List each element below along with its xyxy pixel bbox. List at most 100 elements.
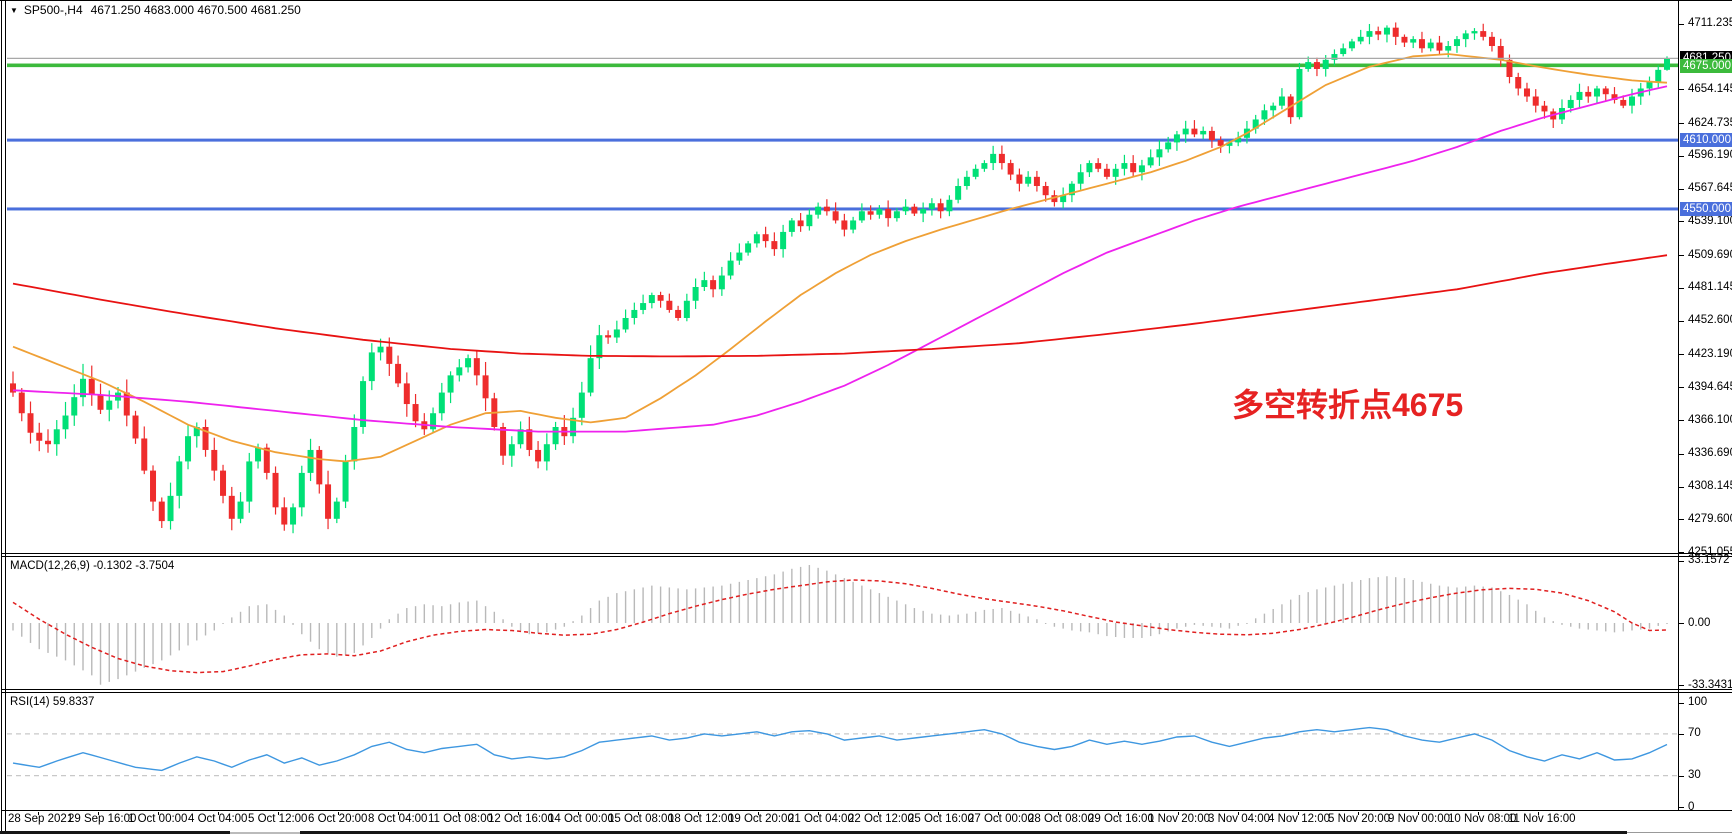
macd-bar xyxy=(388,619,391,623)
chart-annotation-text[interactable]: 多空转折点4675 xyxy=(1232,387,1464,423)
scrollbar-track-left[interactable] xyxy=(0,831,230,834)
macd-bar xyxy=(1088,623,1091,633)
macd-bar xyxy=(519,623,522,631)
macd-bar xyxy=(808,565,811,623)
macd-bar xyxy=(362,623,364,646)
macd-bar xyxy=(82,623,84,671)
price-tick xyxy=(1679,24,1684,25)
symbol-dropdown-icon[interactable]: ▼ xyxy=(10,6,18,15)
candle xyxy=(1418,39,1425,49)
price-tick-label: 4394.645 xyxy=(1688,381,1732,393)
time-tick xyxy=(98,812,99,815)
macd-bar xyxy=(1395,577,1397,623)
macd-bar xyxy=(1622,623,1624,632)
candle xyxy=(622,317,629,330)
macd-bar xyxy=(1184,623,1187,627)
macd-bar xyxy=(99,623,102,685)
candle xyxy=(570,417,577,437)
time-axis-label: 21 Oct 04:00 xyxy=(788,813,854,825)
time-axis-label: 27 Oct 00:00 xyxy=(968,813,1034,825)
candle xyxy=(1033,176,1040,187)
candle xyxy=(762,234,769,242)
rsi-tick-label: 0 xyxy=(1688,801,1695,813)
time-axis-label: 6 Oct 20:00 xyxy=(308,813,368,825)
macd-bar xyxy=(1079,623,1082,632)
rsi-canvas[interactable] xyxy=(7,693,1679,810)
macd-bar xyxy=(336,623,338,657)
macd-bar xyxy=(1351,581,1353,623)
time-tick xyxy=(1118,812,1119,815)
time-axis-label: 9 Nov 00:00 xyxy=(1388,813,1451,825)
candle xyxy=(53,429,60,445)
candle xyxy=(928,203,935,209)
candle xyxy=(718,275,725,290)
candle xyxy=(666,300,673,310)
time-axis-label: 3 Nov 04:00 xyxy=(1208,813,1271,825)
candle xyxy=(1357,36,1364,42)
candle xyxy=(272,472,279,508)
candle xyxy=(1278,96,1285,106)
time-tick xyxy=(1358,812,1359,815)
macd-bar xyxy=(764,576,767,623)
macd-bar xyxy=(344,623,347,655)
candle xyxy=(1051,195,1058,203)
macd-bar xyxy=(1307,592,1309,623)
time-tick xyxy=(1238,812,1239,815)
candle xyxy=(167,495,174,522)
price-tick xyxy=(1679,288,1684,289)
macd-bar xyxy=(1018,613,1021,623)
candle xyxy=(255,447,262,462)
candle xyxy=(893,211,900,219)
price-tick xyxy=(1679,321,1684,322)
rsi-tick xyxy=(1679,703,1684,704)
candle xyxy=(867,211,874,215)
scrollbar-track-right[interactable] xyxy=(300,831,1627,834)
candle xyxy=(972,168,979,177)
price-tick xyxy=(1679,123,1684,124)
candle xyxy=(482,375,489,399)
candle xyxy=(605,335,612,338)
macd-bar xyxy=(432,605,434,623)
candle xyxy=(1392,27,1399,37)
candle xyxy=(237,501,244,519)
macd-bar xyxy=(143,623,145,668)
candle xyxy=(202,427,209,450)
price-tag-4550: 4550.000 xyxy=(1680,202,1732,216)
candle xyxy=(307,449,314,473)
candle xyxy=(815,206,822,215)
time-axis[interactable]: 28 Sep 2021 29 Sep 16:00 1 Oct 00:00 4 Oct … xyxy=(0,812,1732,831)
price-tick-label: 4366.100 xyxy=(1688,414,1732,426)
candle xyxy=(1235,137,1242,143)
candle xyxy=(640,303,647,310)
price-tick xyxy=(1679,387,1684,388)
price-axis-border xyxy=(1678,0,1679,811)
macd-bar xyxy=(1657,623,1659,626)
candle xyxy=(981,163,988,169)
macd-bar xyxy=(248,606,250,623)
candle xyxy=(535,449,542,462)
candle xyxy=(578,392,585,418)
candle xyxy=(1523,88,1530,97)
macd-bar xyxy=(1193,623,1196,625)
macd-bar xyxy=(1491,587,1493,623)
candle xyxy=(990,153,997,164)
price-chart-canvas[interactable] xyxy=(7,0,1679,553)
macd-bar xyxy=(1001,608,1003,623)
macd-bar xyxy=(327,623,329,653)
candle xyxy=(631,309,638,318)
time-tick xyxy=(1178,812,1179,815)
price-tick xyxy=(1679,255,1684,256)
macd-bar xyxy=(47,623,49,653)
macd-tick-label: -33.3431 xyxy=(1688,679,1732,691)
macd-bar xyxy=(1097,623,1099,635)
macd-bar xyxy=(1561,623,1563,625)
macd-tick xyxy=(1679,561,1684,562)
macd-bar xyxy=(1176,623,1178,629)
candle xyxy=(342,461,349,502)
macd-canvas[interactable] xyxy=(7,558,1679,689)
macd-bar xyxy=(1009,610,1012,623)
scrollbar-thumb[interactable] xyxy=(230,832,300,834)
time-axis-label: 8 Oct 04:00 xyxy=(368,813,428,825)
rsi-panel-top-border xyxy=(2,692,1732,693)
